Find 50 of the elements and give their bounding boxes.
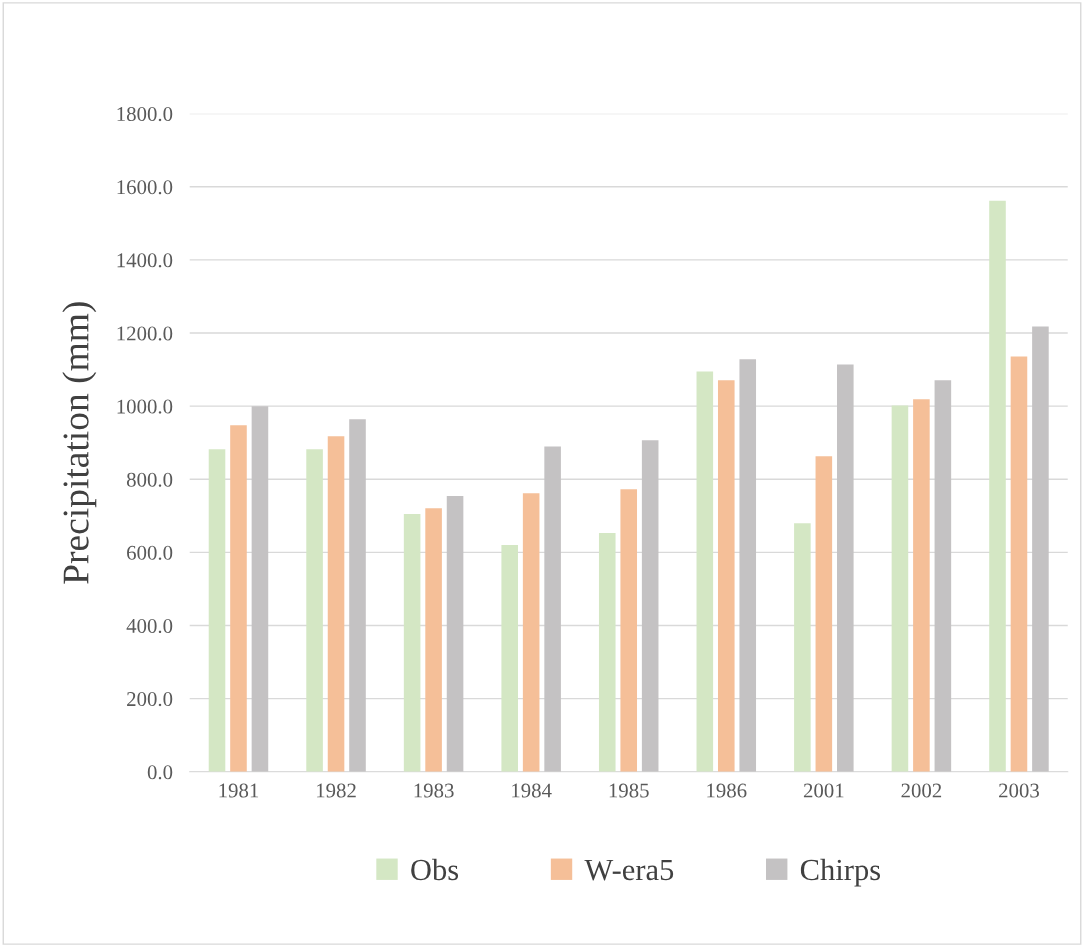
bar: [349, 419, 366, 772]
x-tick-label: 2002: [901, 783, 942, 798]
bar: [891, 405, 909, 772]
legend-label: Chirps: [800, 858, 881, 887]
y-tick-label: 1600.0: [117, 180, 173, 195]
x-tick-label: 1984: [512, 783, 552, 798]
bar: [522, 493, 540, 772]
x-tick-label: 1986: [707, 783, 747, 798]
x-tick-label: 1982: [317, 783, 356, 798]
legend-label: W-era5: [584, 859, 674, 881]
y-tick-label: 1200.0: [117, 326, 173, 341]
x-tick-label: 2003: [999, 783, 1039, 798]
y-tick-label: 1400.0: [117, 253, 173, 268]
y-tick-label: 600.0: [127, 545, 173, 560]
bar: [544, 446, 561, 772]
bar: [1032, 326, 1049, 772]
bar: [446, 496, 464, 772]
bar: [403, 514, 421, 772]
bar: [208, 449, 226, 772]
bar: [641, 440, 659, 772]
bar: [327, 436, 345, 772]
x-tick-label: 1981: [219, 783, 259, 798]
bar: [598, 533, 616, 772]
bar: [815, 456, 833, 772]
y-tick-label: 1800.0: [117, 107, 173, 122]
bar: [696, 371, 714, 772]
bar: [620, 489, 638, 772]
bar: [739, 359, 757, 772]
x-tick-label: 1983: [414, 783, 454, 798]
y-tick-label: 1000.0: [117, 399, 173, 414]
legend-label: Obs: [411, 858, 459, 881]
bar: [989, 200, 1006, 772]
y-tick-label: 800.0: [126, 472, 173, 487]
y-axis-title: Precipitation (mm): [62, 302, 97, 584]
bar: [251, 406, 269, 772]
bar: [913, 399, 930, 772]
x-tick-label: 2001: [803, 783, 844, 798]
bar: [794, 523, 811, 772]
y-tick-label: 200.0: [127, 692, 173, 707]
y-tick-label: 0.0: [147, 765, 173, 780]
bar: [717, 380, 735, 772]
x-tick-label: 1985: [609, 783, 649, 798]
bar: [306, 449, 323, 772]
bar: [425, 508, 442, 772]
bar: [501, 545, 518, 772]
bar: [230, 425, 247, 772]
y-tick-label: 400.0: [126, 618, 173, 634]
bar: [837, 364, 854, 772]
bar: [934, 380, 952, 772]
bar: [1010, 356, 1028, 772]
